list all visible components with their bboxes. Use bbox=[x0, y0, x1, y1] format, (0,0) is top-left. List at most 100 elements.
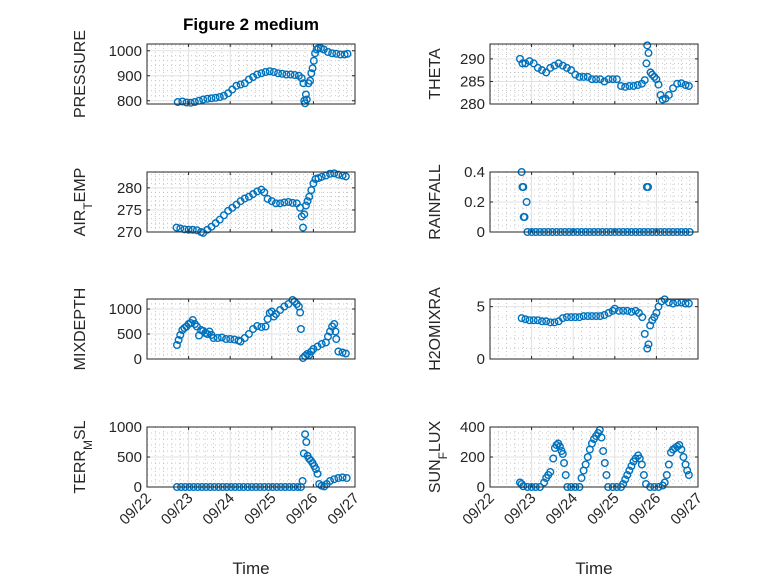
data-point bbox=[309, 56, 318, 65]
data-point bbox=[342, 474, 351, 483]
data-point bbox=[581, 460, 590, 469]
x-tick-label: 09/26 bbox=[283, 490, 322, 529]
y-tick-label: 0 bbox=[477, 351, 485, 368]
data-point bbox=[538, 317, 547, 326]
y-tick-label: 290 bbox=[460, 51, 485, 68]
y-axis-label-subscript: T bbox=[81, 202, 95, 210]
data-point bbox=[274, 69, 283, 78]
data-point bbox=[567, 66, 576, 75]
data-point bbox=[271, 310, 280, 319]
axes-box bbox=[489, 426, 699, 488]
data-point bbox=[560, 459, 569, 468]
y-axis-label-part: SL bbox=[72, 420, 89, 440]
data-point bbox=[240, 194, 249, 203]
y-axis-label-part: RAINFALL bbox=[427, 164, 444, 240]
data-point bbox=[280, 198, 289, 207]
data-point bbox=[207, 94, 216, 103]
data-point bbox=[562, 63, 571, 72]
data-point bbox=[587, 75, 596, 84]
data-point bbox=[299, 354, 308, 363]
y-tick-label: 0 bbox=[477, 224, 485, 241]
y-tick-label: 270 bbox=[117, 224, 142, 241]
data-point bbox=[684, 81, 693, 90]
data-point bbox=[621, 475, 630, 484]
data-point bbox=[286, 70, 295, 79]
data-point bbox=[602, 471, 611, 480]
data-point bbox=[319, 45, 328, 54]
data-point bbox=[604, 308, 613, 317]
data-point bbox=[173, 97, 182, 106]
data-point bbox=[550, 318, 559, 327]
data-point bbox=[174, 336, 183, 345]
y-tick-label: 1000 bbox=[109, 301, 142, 318]
data-point bbox=[529, 59, 538, 68]
data-point bbox=[341, 172, 350, 181]
data-point bbox=[637, 460, 646, 469]
data-point bbox=[332, 49, 341, 58]
data-point bbox=[561, 471, 570, 480]
data-point bbox=[180, 324, 189, 333]
data-point bbox=[209, 334, 218, 343]
data-point bbox=[627, 307, 636, 316]
data-point bbox=[215, 215, 224, 224]
data-point bbox=[542, 317, 551, 326]
y-axis-label: TERRMSL bbox=[72, 420, 95, 493]
data-point bbox=[188, 316, 197, 325]
data-point bbox=[592, 312, 601, 321]
data-point bbox=[211, 93, 220, 102]
data-point bbox=[520, 212, 529, 221]
data-point bbox=[596, 312, 605, 321]
data-point bbox=[178, 97, 187, 106]
data-point bbox=[284, 197, 293, 206]
figure-title: Figure 2 medium bbox=[183, 15, 319, 34]
data-point bbox=[313, 342, 322, 351]
x-tick-label: 09/27 bbox=[667, 490, 706, 529]
data-point bbox=[673, 79, 682, 88]
data-point bbox=[625, 466, 634, 475]
data-point bbox=[240, 79, 249, 88]
axes-box bbox=[146, 171, 356, 233]
data-point bbox=[330, 320, 339, 329]
data-point bbox=[190, 97, 199, 106]
data-point bbox=[288, 296, 297, 305]
data-point bbox=[621, 82, 630, 91]
data-point bbox=[236, 80, 245, 89]
data-point bbox=[323, 48, 332, 57]
data-point bbox=[334, 474, 343, 483]
data-point bbox=[610, 304, 619, 313]
data-point bbox=[249, 72, 258, 81]
data-point bbox=[341, 349, 350, 358]
data-point bbox=[608, 75, 617, 84]
y-axis-label-part: EMP bbox=[72, 168, 89, 203]
data-point bbox=[321, 171, 330, 180]
data-point bbox=[604, 75, 613, 84]
data-point bbox=[282, 70, 291, 79]
data-point bbox=[300, 210, 309, 219]
y-axis-label-subscript: M bbox=[81, 440, 95, 450]
data-point bbox=[261, 67, 270, 76]
data-point bbox=[612, 75, 621, 84]
y-tick-label: 0 bbox=[134, 479, 142, 496]
data-point bbox=[617, 81, 626, 90]
data-point bbox=[583, 72, 592, 81]
data-point bbox=[681, 81, 690, 90]
data-point bbox=[567, 313, 576, 322]
data-point bbox=[217, 333, 226, 342]
data-point bbox=[575, 313, 584, 322]
x-tick-label: 09/27 bbox=[324, 490, 363, 529]
data-point bbox=[660, 478, 669, 487]
subplot-pressure: 800 900 1000 PRESSURE bbox=[72, 30, 356, 118]
data-point bbox=[669, 84, 678, 93]
data-point bbox=[587, 312, 596, 321]
y-tick-label: 280 bbox=[117, 180, 142, 197]
data-point bbox=[180, 225, 189, 234]
data-point bbox=[302, 438, 311, 447]
data-point bbox=[684, 299, 693, 308]
data-point bbox=[643, 41, 652, 50]
y-axis-label-part: LUX bbox=[427, 421, 444, 452]
data-point bbox=[583, 312, 592, 321]
data-point bbox=[642, 59, 651, 68]
data-point bbox=[257, 323, 266, 332]
data-point bbox=[684, 471, 693, 480]
